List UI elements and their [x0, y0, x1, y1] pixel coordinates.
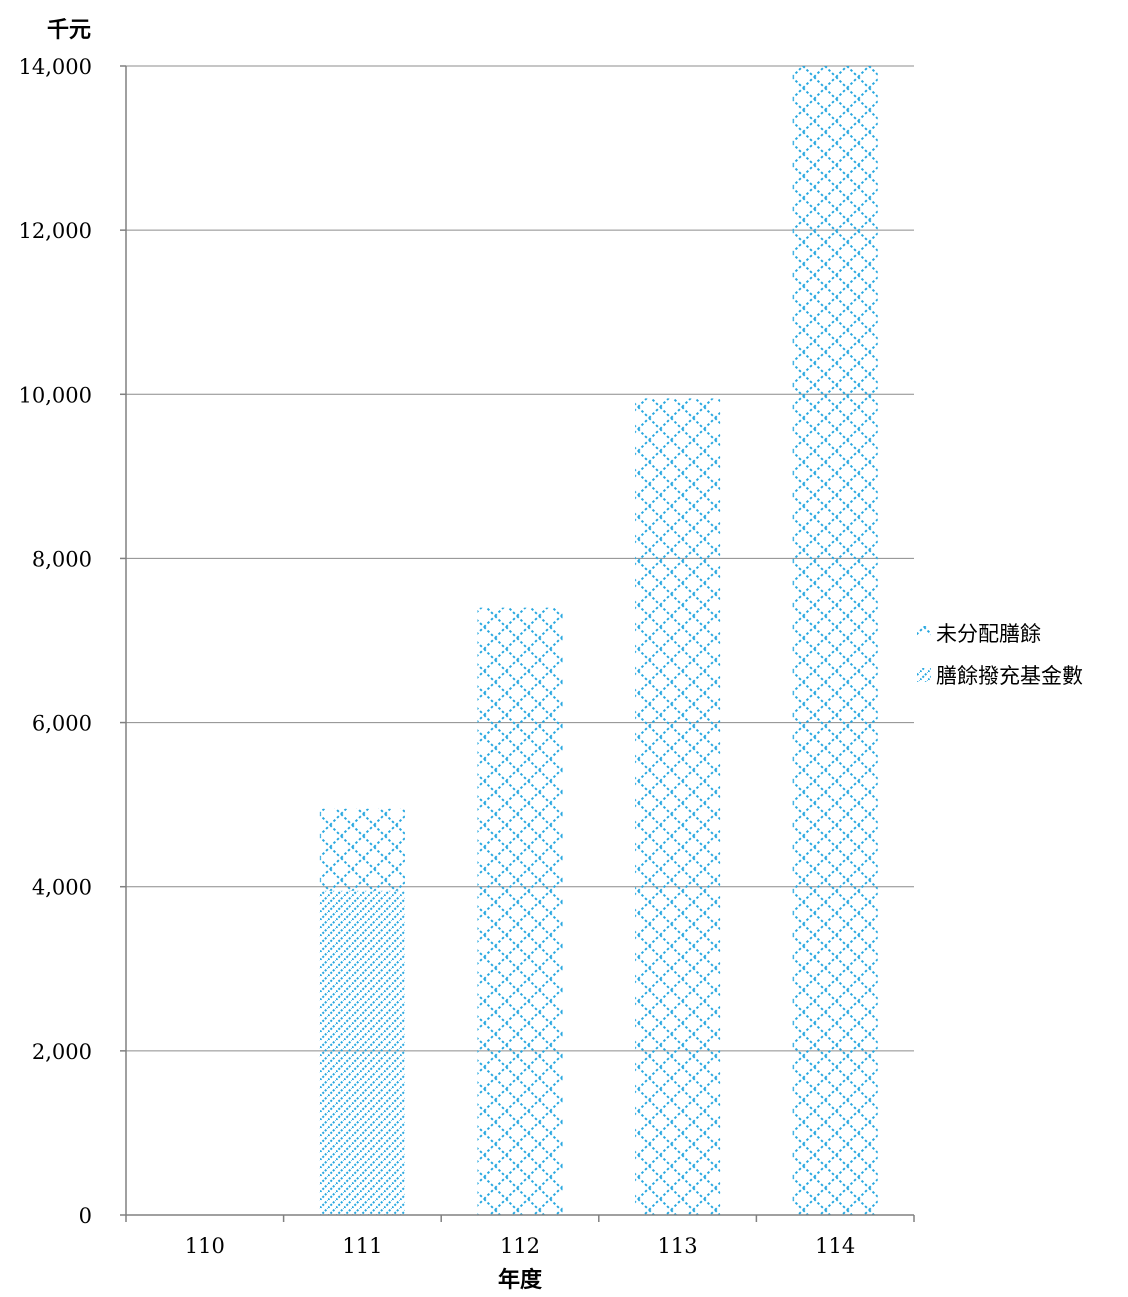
x-tick-label: 112: [500, 1234, 540, 1258]
x-axis-title: 年度: [498, 1267, 543, 1292]
y-tick-label: 4,000: [32, 876, 92, 900]
y-tick-label: 12,000: [19, 219, 92, 243]
legend-swatch: [917, 626, 931, 640]
y-tick-label: 6,000: [32, 712, 92, 736]
tick-labels: 0 2,000 4,000 6,000 8,000 10,000 12,000 14,000 1…: [19, 55, 915, 1258]
legend-label: 膳餘撥充基金數: [936, 664, 1083, 688]
bar-segment: [319, 808, 405, 891]
axes: [125, 66, 914, 1216]
x-tick-label: 111: [342, 1234, 382, 1258]
bar-segment: [792, 66, 878, 1215]
bar-segment: [635, 398, 721, 1215]
bars: [319, 66, 878, 1215]
y-tick-label: 0: [79, 1204, 92, 1228]
legend-label: 未分配膳餘: [936, 622, 1041, 646]
bar-segment: [477, 607, 563, 1215]
x-tick-label: 113: [658, 1234, 698, 1258]
bar-segment: [319, 890, 405, 1215]
y-tick-label: 8,000: [32, 547, 92, 571]
y-tick-label: 2,000: [32, 1040, 92, 1064]
y-tick-label: 14,000: [19, 55, 92, 79]
x-tick-label: 114: [815, 1234, 855, 1258]
y-tick-label: 10,000: [19, 383, 92, 407]
y-axis-title: 千元: [47, 17, 91, 43]
x-tick-label: 110: [185, 1234, 225, 1258]
legend-swatch: [917, 668, 931, 682]
